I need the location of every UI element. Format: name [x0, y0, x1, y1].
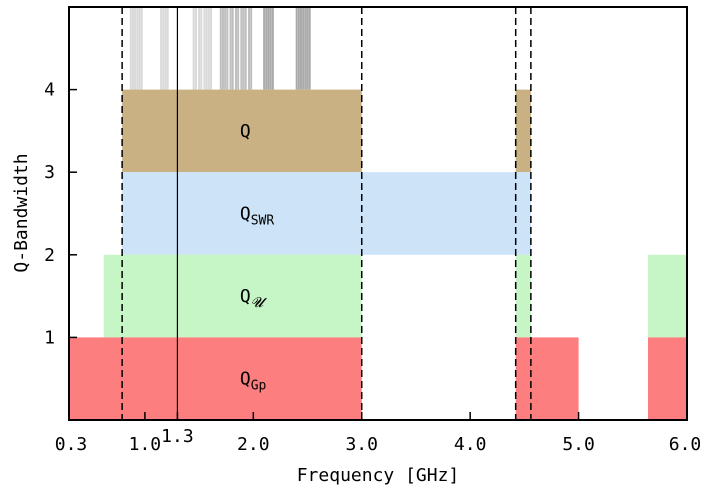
band-qgp-bar	[647, 337, 687, 420]
band-qswr-bar	[122, 172, 531, 255]
x-tick-label: 2.0	[237, 434, 270, 455]
bands-layer	[69, 89, 687, 420]
x-tick-label: 4.0	[454, 434, 487, 455]
y-tick-label: 4	[44, 80, 55, 101]
band-qu-bar	[515, 254, 531, 338]
plot-frame	[68, 6, 688, 421]
x-axis-title: Frequency [GHz]	[297, 465, 460, 486]
band-q-bar	[122, 89, 362, 173]
y-tick-label: 1	[44, 327, 55, 348]
y-tick-label: 3	[44, 162, 55, 183]
y-axis-title: Q-Bandwidth	[11, 153, 32, 272]
x-tick-label: 3.0	[345, 434, 378, 455]
band-qgp-bar	[69, 337, 362, 420]
band-q-bar	[515, 89, 531, 173]
band-qu-bar	[103, 254, 362, 338]
x-tick-label: 1.0	[129, 434, 162, 455]
band-subscript: Gp	[251, 379, 267, 394]
x-tick-label: 0.3	[55, 434, 88, 455]
interference-layer	[129, 7, 311, 90]
ticks-layer: 0.3 1.0 1.3 2.0 3.0 4.0 5.0 6.0 1 2 3 4	[44, 80, 701, 455]
band-qu-bar	[647, 254, 687, 338]
band-subscript: SWR	[251, 214, 275, 229]
x-tick-label: 5.0	[562, 434, 595, 455]
band-label-q: Q	[240, 121, 251, 142]
band-qgp-bar	[515, 337, 579, 420]
x-tick-label: 6.0	[669, 434, 702, 455]
x-tick-label: 1.3	[161, 426, 194, 447]
y-tick-label: 2	[44, 245, 55, 266]
lines-layer	[121, 7, 532, 420]
